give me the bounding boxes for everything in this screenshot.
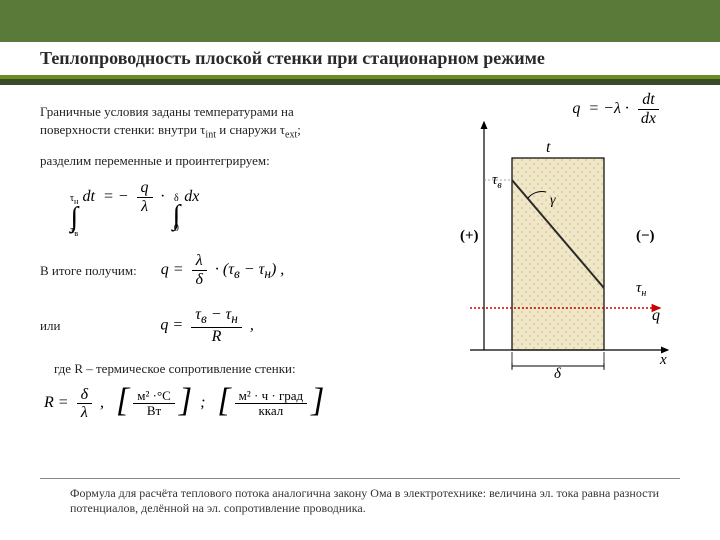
eq-result-dot: · (τ xyxy=(215,261,234,278)
eq-main-lhs: q xyxy=(572,100,580,117)
eq-R-u1d: Вт xyxy=(143,404,165,418)
eq-R-den: λ xyxy=(77,404,92,422)
where-label: где R – термическое сопротивление стенки… xyxy=(54,360,410,378)
intro-line2b: и снаружи τ xyxy=(216,122,285,137)
lbl-minus: (−) xyxy=(636,228,655,244)
eq-R-sep: ; xyxy=(200,394,205,411)
eq-main-prefix: = −λ · xyxy=(588,100,629,117)
eq-R-lhs: R = xyxy=(44,394,69,411)
header-bar xyxy=(0,0,720,42)
bottom-rule xyxy=(40,478,680,479)
lbl-plus: (+) xyxy=(460,228,479,244)
lbl-tn: τн xyxy=(636,280,646,299)
int-eq: = − xyxy=(103,188,129,205)
or-label: или xyxy=(40,317,60,335)
intro-sub2: ext xyxy=(285,129,297,140)
eq-R-u1n: м² ·°C xyxy=(133,389,175,404)
page-title: Теплопроводность плоской стенки при стац… xyxy=(40,48,680,69)
or-row: или q = τв − τн R , xyxy=(40,306,410,345)
eq-R-comma: , xyxy=(100,394,104,411)
eq-R-u2n: м² · ч · град xyxy=(235,389,308,404)
intro-sub1: int xyxy=(205,129,216,140)
eq-result: q = λδ · (τв − τн) , xyxy=(161,252,285,288)
result-label: В итоге получим: xyxy=(40,262,137,280)
lbl-q: q xyxy=(652,307,660,324)
title-band: Теплопроводность плоской стенки при стац… xyxy=(0,42,720,75)
eq-result-num: λ xyxy=(192,252,207,271)
eq-or-comma: , xyxy=(250,317,254,334)
lbl-t: t xyxy=(546,139,551,156)
intro-line2c: ; xyxy=(297,122,301,137)
eq-or-lhs: q = xyxy=(160,317,183,334)
eq-result-den: δ xyxy=(191,271,206,289)
eq-R-u2d: ккал xyxy=(254,404,287,418)
eq-or: q = τв − τн R , xyxy=(160,306,253,345)
int-d1: dt xyxy=(83,188,95,205)
int-dot: · xyxy=(161,188,165,205)
intro-line2a: поверхности стенки: внутри τ xyxy=(40,122,205,137)
lbl-tv: τв xyxy=(492,172,502,191)
eq-R: R = δλ , [ м² ·°CВт ] ; [ м² · ч · градк… xyxy=(44,383,410,421)
eq-or-num-subn: н xyxy=(231,312,238,327)
int-frac-num: q xyxy=(137,179,153,198)
eq-result-close: ) , xyxy=(271,261,284,278)
intro-line1: Граничные условия заданы температурами н… xyxy=(40,104,294,119)
int-d2: dx xyxy=(184,188,199,205)
wall-diagram: t τв τн γ (+) (−) q δ x xyxy=(456,118,676,388)
lbl-delta: δ xyxy=(554,366,562,382)
int-frac-den: λ xyxy=(137,198,152,216)
lbl-gamma: γ xyxy=(550,193,556,208)
intro-paragraph: Граничные условия заданы температурами н… xyxy=(40,103,410,142)
eq-R-num: δ xyxy=(77,386,92,405)
footnote: Формула для расчёта теплового потока ана… xyxy=(70,486,670,516)
eq-result-lhs: q = xyxy=(161,261,184,278)
eq-result-subn: н xyxy=(264,266,271,281)
diagram-svg: t τв τн γ (+) (−) q δ x xyxy=(456,118,676,388)
eq-integral: τн ∫ τв dt = − qλ · δ ∫ 0 dx xyxy=(70,179,410,238)
lbl-x: x xyxy=(659,352,667,368)
result-row: В итоге получим: q = λδ · (τв − τн) , xyxy=(40,252,410,288)
eq-or-num-minus: − τ xyxy=(207,306,232,323)
eq-result-minus: − τ xyxy=(240,261,265,278)
eq-main-num: dt xyxy=(638,91,658,110)
para-separate: разделим переменные и проинтегрируем: xyxy=(40,152,410,170)
eq-or-den: R xyxy=(208,328,226,346)
